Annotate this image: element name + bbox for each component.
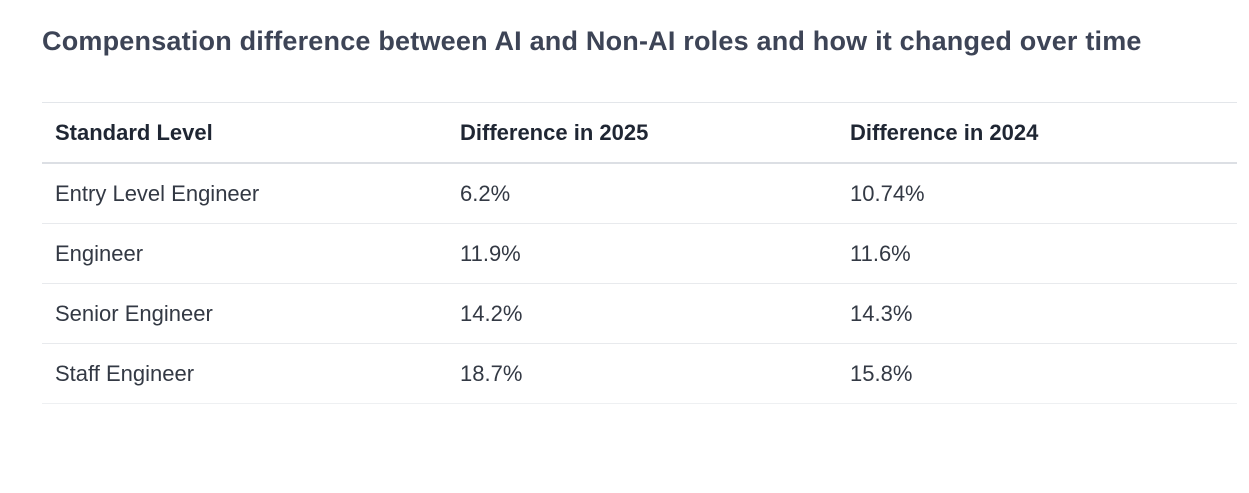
cell-diff-2025: 14.2%: [447, 283, 837, 344]
table-header-row: Standard Level Difference in 2025 Differ…: [42, 102, 1237, 164]
column-header-difference-2025: Difference in 2025: [447, 102, 837, 164]
column-header-difference-2024: Difference in 2024: [837, 102, 1237, 164]
cell-level: Engineer: [42, 223, 447, 284]
cell-diff-2025: 6.2%: [447, 163, 837, 224]
cell-diff-2025: 18.7%: [447, 343, 837, 404]
cell-level: Entry Level Engineer: [42, 163, 447, 224]
table-row: Senior Engineer 14.2% 14.3%: [42, 283, 1237, 344]
cell-diff-2024: 14.3%: [837, 283, 1237, 344]
cell-diff-2024: 15.8%: [837, 343, 1237, 404]
cell-diff-2024: 10.74%: [837, 163, 1237, 224]
table-row: Entry Level Engineer 6.2% 10.74%: [42, 163, 1237, 224]
cell-level: Senior Engineer: [42, 283, 447, 344]
table-row: Staff Engineer 18.7% 15.8%: [42, 343, 1237, 404]
compensation-table: Standard Level Difference in 2025 Differ…: [42, 102, 1237, 404]
cell-diff-2025: 11.9%: [447, 223, 837, 284]
cell-diff-2024: 11.6%: [837, 223, 1237, 284]
table-row: Engineer 11.9% 11.6%: [42, 223, 1237, 284]
column-header-standard-level: Standard Level: [42, 102, 447, 164]
cell-level: Staff Engineer: [42, 343, 447, 404]
page-title: Compensation difference between AI and N…: [42, 26, 1142, 56]
